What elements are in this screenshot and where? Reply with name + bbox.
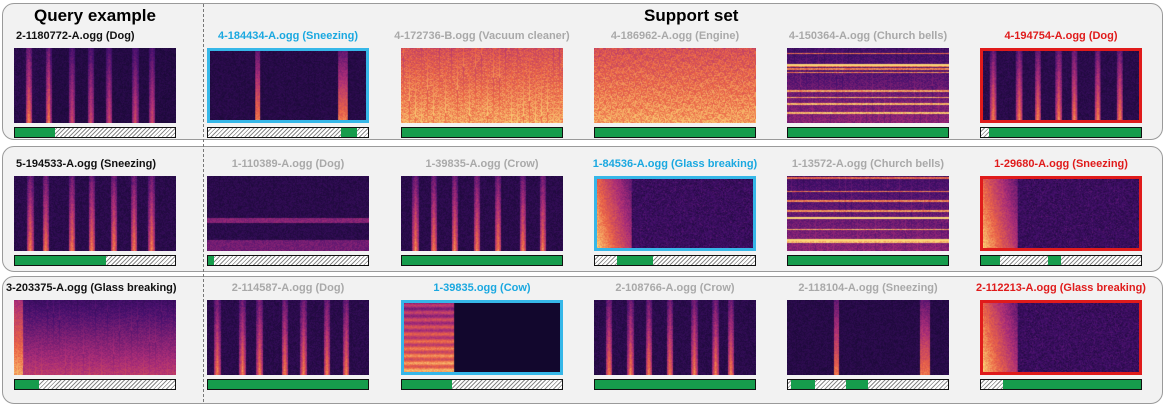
spectrogram [594,48,756,123]
spectrogram [14,300,176,375]
support-label: 1-29680-A.ogg (Sneezing) [994,158,1128,170]
spectrogram [401,176,563,251]
segment-bar [980,255,1142,266]
segment-bar [14,255,176,266]
support-label: 2-114587-A.ogg (Dog) [231,282,345,294]
spectrogram [207,300,369,375]
segment-bar [980,379,1142,390]
support-label: 2-108766-A.ogg (Crow) [615,282,735,294]
spectrogram [14,48,176,123]
spectrogram [787,300,949,375]
active-segment [208,380,368,389]
active-segment [402,128,562,137]
segment-bar [594,379,756,390]
segment-bar [787,127,949,138]
active-segment [989,128,1141,137]
spectrogram [980,176,1142,251]
spectrogram [594,300,756,375]
active-segment [791,380,816,389]
spectrogram [207,176,369,251]
active-segment [595,380,755,389]
segment-bar [401,255,563,266]
row-panel-3 [2,276,1163,404]
segment-bar [401,379,563,390]
support-label: 2-112213-A.ogg (Glass breaking) [976,282,1146,294]
segment-bar [787,379,949,390]
support-label: 4-150364-A.ogg (Church bells) [788,30,948,42]
active-segment [1048,256,1061,265]
query-label: 2-1180772-A.ogg (Dog) [16,30,135,42]
active-segment [15,256,107,265]
spectrogram [594,176,756,251]
spectrogram [980,48,1142,123]
spectrogram [401,300,563,375]
spectrogram [14,176,176,251]
support-label: 1-39835-A.ogg (Crow) [425,158,539,170]
active-segment [617,256,653,265]
support-label: 2-118104-A.ogg (Sneezing) [798,282,938,294]
active-segment [15,380,39,389]
segment-bar [594,127,756,138]
row-panel-1 [2,3,1163,140]
segment-bar [401,127,563,138]
active-segment [788,128,948,137]
support-label: 1-84536-A.ogg (Glass breaking) [592,158,758,170]
segment-bar [14,127,176,138]
active-segment [981,256,1001,265]
support-header: Support set [644,6,739,25]
support-label: 1-13572-A.ogg (Church bells) [791,158,945,170]
segment-bar [980,127,1142,138]
segment-bar [207,255,369,266]
active-segment [788,256,948,265]
active-segment [340,128,357,137]
active-segment [402,380,452,389]
spectrogram [980,300,1142,375]
segment-bar [207,127,369,138]
spectrogram [401,48,563,123]
segment-bar [207,379,369,390]
support-label: 4-186962-A.ogg (Engine) [610,30,740,42]
row-panel-2 [2,146,1163,272]
support-label: 1-39835.ogg (Cow) [433,282,531,294]
active-segment [208,256,215,265]
active-segment [15,128,55,137]
segment-bar [594,255,756,266]
segment-bar [14,379,176,390]
segment-bar [787,255,949,266]
support-label: 4-172736-B.ogg (Vacuum cleaner) [394,30,570,42]
spectrogram [787,48,949,123]
active-segment [1003,380,1141,389]
query-support-divider [203,4,204,402]
support-label: 4-194754-A.ogg (Dog) [1004,30,1118,42]
query-header: Query example [34,6,156,25]
active-segment [402,256,562,265]
support-label: 1-110389-A.ogg (Dog) [231,158,345,170]
active-segment [595,128,755,137]
support-label: 4-184434-A.ogg (Sneezing) [218,30,358,42]
active-segment [845,380,868,389]
spectrogram [207,48,369,123]
spectrogram [787,176,949,251]
query-label: 5-194533-A.ogg (Sneezing) [16,158,156,170]
query-label: 3-203375-A.ogg (Glass breaking) [6,282,177,294]
